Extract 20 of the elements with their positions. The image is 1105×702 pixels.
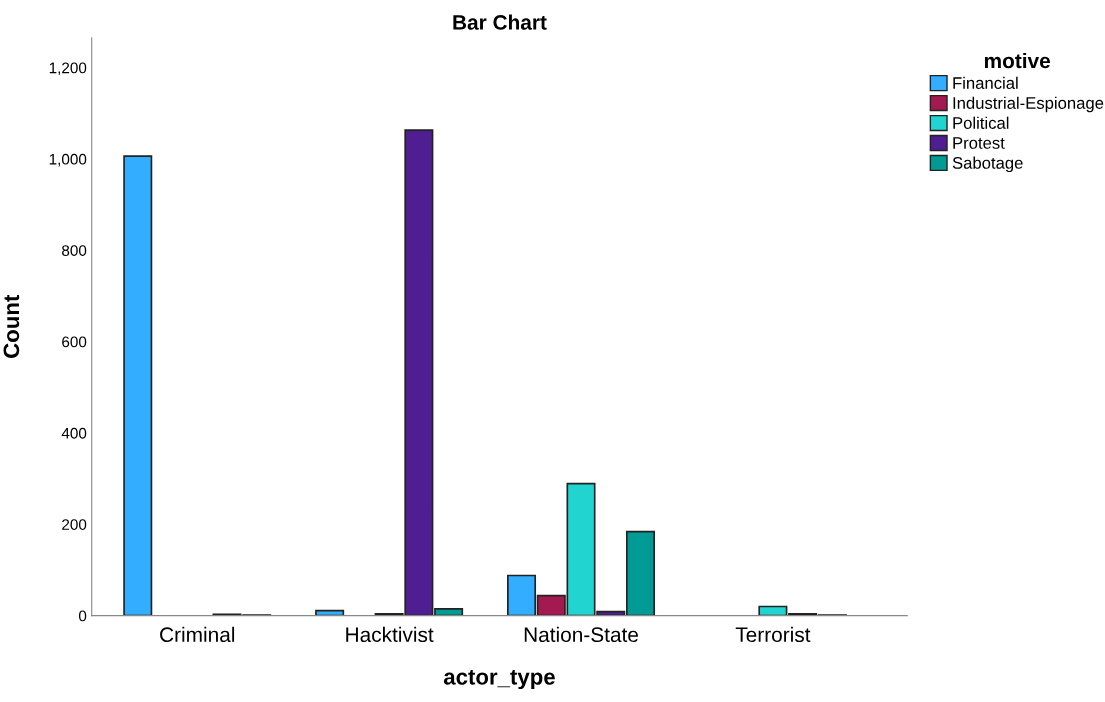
legend-label: Political xyxy=(953,116,1009,129)
y-tick-label: 0 xyxy=(78,610,87,622)
x-tick-label: Hacktivist xyxy=(346,626,434,643)
legend-label: Industrial-Espionage xyxy=(953,96,1104,113)
x-tick-label: Nation-State xyxy=(524,626,638,643)
x-axis-title: actor_type xyxy=(443,670,555,690)
legend-label: Protest xyxy=(953,137,1005,149)
chart-title: Bar Chart xyxy=(453,14,547,30)
y-tick-label: 400 xyxy=(61,427,87,439)
y-axis-title: Count xyxy=(3,294,20,358)
legend-title: motive xyxy=(984,52,1051,69)
x-tick-label: Criminal xyxy=(160,626,235,643)
legend-label: Financial xyxy=(953,76,1018,89)
y-tick-label: 200 xyxy=(62,519,87,530)
y-tick-label: 1,000 xyxy=(49,153,87,167)
y-tick-label: 1,200 xyxy=(49,62,87,76)
x-tick-label: Terrorist xyxy=(735,626,811,643)
y-tick-label: 800 xyxy=(62,245,87,256)
y-tick-label: 600 xyxy=(62,336,87,348)
legend-label: Sabotage xyxy=(952,156,1023,173)
